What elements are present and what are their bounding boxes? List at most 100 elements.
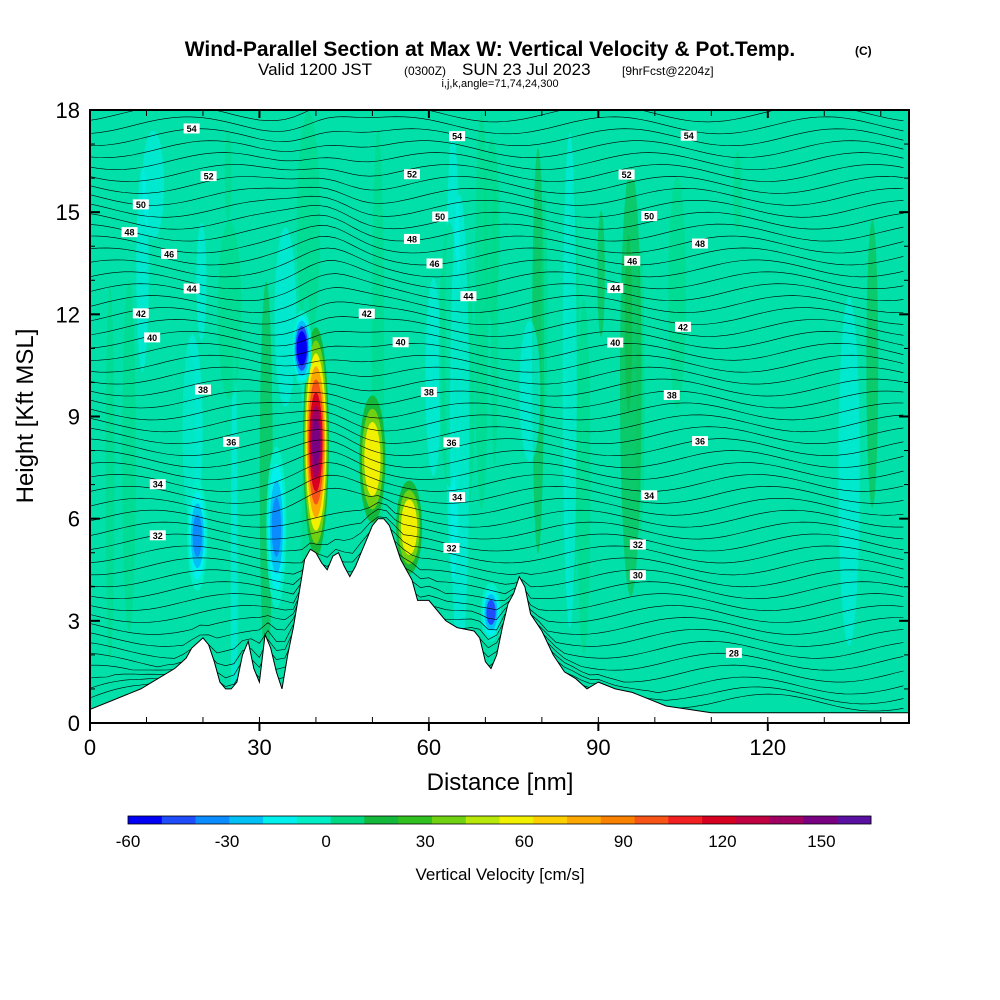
colorbar-swatch bbox=[398, 816, 433, 824]
svg-text:38: 38 bbox=[198, 385, 208, 395]
x-tick-label: 120 bbox=[749, 735, 786, 760]
svg-text:34: 34 bbox=[153, 480, 163, 490]
theta-line bbox=[90, 225, 904, 254]
plot-background bbox=[90, 110, 909, 723]
svg-text:42: 42 bbox=[362, 309, 372, 319]
updraft-core bbox=[311, 418, 320, 466]
theta-label: 34 bbox=[641, 490, 658, 501]
svg-text:48: 48 bbox=[407, 234, 417, 244]
x-axis-label: Distance [nm] bbox=[427, 769, 574, 796]
theta-line bbox=[90, 116, 904, 135]
theta-label: 42 bbox=[358, 308, 375, 319]
theta-label: 46 bbox=[426, 258, 443, 269]
theta-label: 50 bbox=[641, 211, 658, 222]
colorbar-swatch bbox=[465, 816, 500, 824]
colorbar-tick-label: 150 bbox=[807, 832, 835, 851]
subtitle-date: SUN 23 Jul 2023 bbox=[462, 60, 591, 79]
svg-text:38: 38 bbox=[424, 387, 434, 397]
theta-line bbox=[90, 342, 904, 361]
theta-label: 46 bbox=[161, 248, 178, 259]
theta-label: 30 bbox=[629, 570, 646, 581]
y-tick-label: 15 bbox=[56, 200, 80, 225]
theta-line bbox=[90, 429, 904, 457]
theta-line bbox=[90, 487, 904, 516]
theta-line bbox=[90, 378, 904, 397]
shading-band bbox=[838, 296, 860, 646]
theta-line bbox=[90, 525, 904, 564]
colorbar-swatch bbox=[533, 816, 568, 824]
theta-label: 44 bbox=[607, 283, 624, 294]
updraft-core bbox=[403, 508, 415, 546]
svg-text:46: 46 bbox=[627, 256, 637, 266]
theta-line bbox=[90, 563, 904, 611]
colorbar-swatch bbox=[567, 816, 602, 824]
colorbar-swatch bbox=[499, 816, 534, 824]
y-axis-label: Height [Kft MSL] bbox=[12, 329, 39, 504]
svg-text:40: 40 bbox=[396, 338, 406, 348]
theta-line bbox=[90, 450, 904, 480]
y-tick-label: 9 bbox=[68, 405, 80, 430]
theta-label: 40 bbox=[607, 337, 624, 348]
theta-line bbox=[90, 214, 904, 242]
theta-line bbox=[90, 462, 904, 492]
theta-line bbox=[90, 543, 904, 588]
theta-line bbox=[90, 354, 904, 373]
theta-line bbox=[90, 186, 904, 206]
theta-line bbox=[90, 516, 904, 552]
theta-label: 42 bbox=[675, 321, 692, 332]
colorbar-label: Vertical Velocity [cm/s] bbox=[415, 865, 584, 884]
colorbar-tick-label: 90 bbox=[614, 832, 633, 851]
svg-text:50: 50 bbox=[644, 212, 654, 222]
theta-line bbox=[90, 164, 904, 182]
theta-label: 46 bbox=[624, 255, 641, 266]
colorbar-swatch bbox=[837, 816, 872, 824]
colorbar-swatch bbox=[431, 816, 467, 824]
theta-line bbox=[90, 128, 904, 147]
theta-line bbox=[90, 606, 904, 683]
colorbar-tick-label: 30 bbox=[416, 832, 435, 851]
copyright-mark: (C) bbox=[855, 44, 872, 58]
svg-text:34: 34 bbox=[644, 491, 654, 501]
shading-band bbox=[217, 221, 242, 400]
theta-line bbox=[90, 534, 904, 576]
theta-line bbox=[90, 582, 904, 635]
theta-label: 54 bbox=[449, 131, 466, 142]
x-tick-label: 0 bbox=[84, 735, 96, 760]
theta-line bbox=[90, 410, 904, 433]
svg-text:42: 42 bbox=[678, 322, 688, 332]
downdraft-core bbox=[297, 336, 306, 361]
shading-band bbox=[519, 320, 541, 462]
x-tick-label: 60 bbox=[417, 735, 441, 760]
theta-label: 38 bbox=[420, 386, 437, 397]
theta-line bbox=[90, 176, 904, 194]
theta-line bbox=[90, 600, 904, 671]
theta-line bbox=[90, 247, 904, 278]
svg-text:44: 44 bbox=[187, 284, 197, 294]
shading-band bbox=[105, 286, 115, 660]
theta-label: 42 bbox=[132, 308, 149, 319]
colorbar-swatch bbox=[735, 816, 771, 824]
svg-text:32: 32 bbox=[153, 531, 163, 541]
x-tick-label: 30 bbox=[247, 735, 271, 760]
x-tick-label: 90 bbox=[586, 735, 610, 760]
shading-band bbox=[142, 130, 165, 240]
shading-band bbox=[562, 132, 577, 629]
theta-label: 28 bbox=[725, 647, 742, 658]
theta-line bbox=[90, 316, 904, 337]
theta-label: 48 bbox=[692, 238, 709, 249]
shading-band bbox=[274, 227, 297, 407]
velocity-features bbox=[187, 310, 502, 642]
params-line: i,j,k,angle=71,74,24,300 bbox=[441, 78, 558, 90]
theta-line bbox=[90, 401, 904, 421]
theta-line bbox=[90, 390, 904, 409]
theta-line bbox=[90, 502, 904, 528]
colorbar-swatch bbox=[634, 816, 669, 824]
theta-label: 36 bbox=[443, 437, 460, 448]
plot-area: 28 30 32 32 32 34 34 34 36 36 36 38 38 38 40 40 40 42 42 42… bbox=[90, 110, 909, 723]
shading-band bbox=[597, 210, 605, 337]
svg-text:52: 52 bbox=[204, 172, 214, 182]
svg-text:50: 50 bbox=[435, 212, 445, 222]
theta-label: 34 bbox=[449, 492, 466, 503]
colorbar-swatch bbox=[128, 816, 163, 824]
svg-text:34: 34 bbox=[452, 493, 462, 503]
